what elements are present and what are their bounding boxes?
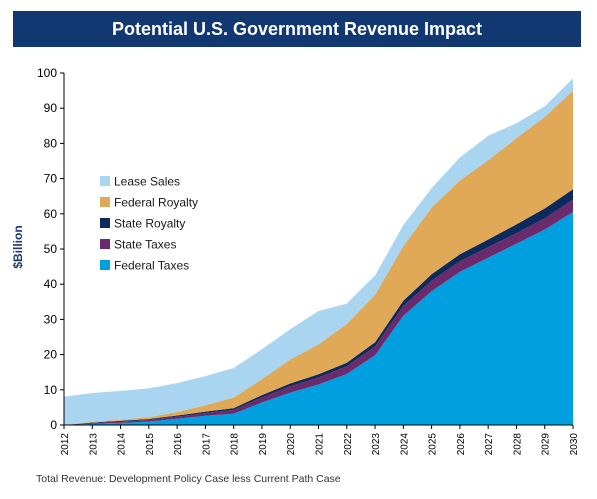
y-tick-label: 10 xyxy=(44,383,58,397)
y-tick-label: 30 xyxy=(44,312,58,326)
legend-label: Lease Sales xyxy=(114,175,180,189)
y-tick-label: 60 xyxy=(44,207,58,221)
legend-label: Federal Royalty xyxy=(114,196,198,210)
x-tick-label: 2016 xyxy=(173,433,184,456)
y-tick-label: 50 xyxy=(44,242,58,256)
y-tick-label: 90 xyxy=(44,101,58,115)
x-tick-label: 2014 xyxy=(117,433,128,456)
legend-label: Federal Taxes xyxy=(114,259,189,273)
area-layer xyxy=(64,78,573,426)
area-series-state-taxes xyxy=(64,199,573,425)
y-tick-label: 20 xyxy=(44,348,58,362)
x-tick-label: 2015 xyxy=(145,433,156,456)
x-tick-label: 2027 xyxy=(484,433,495,456)
x-tick-label: 2019 xyxy=(258,433,269,456)
x-tick-label: 2022 xyxy=(343,433,354,456)
x-tick-label: 2030 xyxy=(569,433,580,456)
y-tick-label: 100 xyxy=(37,66,57,80)
area-series-federal-taxes xyxy=(64,212,573,425)
x-tick-label: 2029 xyxy=(541,433,552,456)
y-tick-label: 80 xyxy=(44,136,58,150)
x-tick-label: 2018 xyxy=(230,433,241,456)
legend-label: State Royalty xyxy=(114,217,185,231)
y-tick-label: 70 xyxy=(44,172,58,186)
legend-swatch xyxy=(100,176,110,186)
legend-label: State Taxes xyxy=(114,238,176,252)
x-tick-label: 2021 xyxy=(315,433,326,456)
chart-title-bar: Potential U.S. Government Revenue Impact xyxy=(13,11,581,47)
x-tick-label: 2024 xyxy=(399,433,410,456)
area-series-federal-royalty xyxy=(64,90,573,425)
x-tick-label: 2012 xyxy=(60,433,71,456)
x-tick-label: 2017 xyxy=(201,433,212,456)
legend-swatch xyxy=(100,239,110,249)
legend: Lease Sales Federal Royalty State Royalty S… xyxy=(100,175,198,273)
legend-swatch xyxy=(100,197,110,207)
x-tick-label: 2028 xyxy=(512,433,523,456)
x-tick-label: 2025 xyxy=(428,433,439,456)
x-tick-label: 2026 xyxy=(456,433,467,456)
y-tick-label: 0 xyxy=(50,418,57,432)
y-tick-label: 40 xyxy=(44,277,58,291)
legend-swatch xyxy=(100,218,110,228)
legend-swatch xyxy=(100,260,110,270)
y-axis-label: $Billion xyxy=(11,225,25,268)
x-tick-label: 2020 xyxy=(286,433,297,456)
x-tick-label: 2023 xyxy=(371,433,382,456)
chart-title: Potential U.S. Government Revenue Impact xyxy=(111,18,483,39)
footnote: Total Revenue: Development Policy Case l… xyxy=(36,473,341,485)
x-tick-label: 2013 xyxy=(88,433,99,456)
